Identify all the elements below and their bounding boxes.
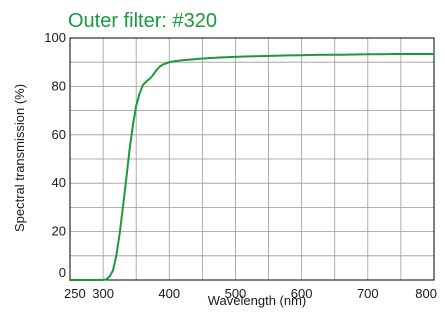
- data-point: [145, 80, 148, 83]
- data-point: [419, 53, 422, 55]
- data-point: [158, 66, 161, 68]
- data-point: [247, 55, 250, 58]
- data-point: [300, 54, 303, 57]
- series-layer: [69, 53, 435, 281]
- tick-labels: 0 20 40 60 80 100 250 300 400 500 600 700 800: [44, 30, 437, 301]
- data-point: [393, 53, 396, 55]
- x-tick-label: 800: [415, 286, 437, 301]
- data-point: [168, 61, 171, 64]
- data-point: [151, 74, 154, 77]
- x-tick-label: 700: [357, 286, 379, 301]
- data-point: [327, 53, 330, 56]
- data-point: [261, 55, 263, 58]
- x-tick-label: 600: [291, 286, 313, 301]
- data-point: [313, 54, 316, 56]
- y-tick-label: 20: [52, 224, 66, 239]
- data-point: [112, 269, 114, 272]
- data-point: [433, 53, 435, 55]
- grid: [70, 38, 434, 280]
- y-tick-label: 100: [44, 30, 66, 45]
- data-point: [122, 206, 124, 209]
- y-tick-label: 0: [59, 265, 66, 280]
- data-point: [128, 148, 131, 151]
- x-axis-label: Wavelength (nm): [208, 293, 307, 308]
- data-point: [181, 59, 184, 62]
- data-point: [194, 58, 197, 60]
- data-point: [234, 55, 237, 58]
- axes: [69, 37, 435, 281]
- data-point: [406, 53, 409, 55]
- y-tick-label: 80: [52, 78, 66, 93]
- data-point: [148, 78, 151, 81]
- data-point: [165, 62, 167, 65]
- y-tick-label: 60: [52, 127, 66, 142]
- data-point: [131, 124, 134, 127]
- data-point: [340, 53, 343, 56]
- data-point: [274, 54, 277, 57]
- data-point: [174, 60, 177, 62]
- plot-frame: [69, 37, 435, 281]
- data-point: [108, 275, 111, 278]
- data-point: [105, 278, 108, 281]
- data-point: [353, 53, 356, 56]
- data-point: [141, 84, 144, 87]
- data-point: [208, 57, 210, 59]
- x-tick-label: 300: [92, 286, 114, 301]
- series-line: [69, 53, 435, 281]
- data-point: [69, 279, 71, 281]
- data-point: [287, 54, 290, 57]
- x-tick-label: 500: [225, 286, 247, 301]
- y-axis-label: Spectral transmission (%): [12, 84, 27, 232]
- data-point: [118, 233, 121, 235]
- x-tick-label: 400: [158, 286, 180, 301]
- data-point: [366, 53, 369, 56]
- data-point: [380, 53, 382, 56]
- data-point: [102, 279, 104, 281]
- data-point: [115, 254, 118, 257]
- data-point: [138, 92, 141, 95]
- data-point: [221, 56, 224, 59]
- data-point: [135, 104, 138, 107]
- data-point: [155, 69, 157, 72]
- chart-title: Outer filter: #320: [68, 10, 217, 32]
- data-point: [161, 63, 164, 66]
- y-tick-label: 40: [52, 175, 66, 190]
- x-tick-label: 250: [64, 286, 86, 301]
- data-point: [125, 177, 128, 180]
